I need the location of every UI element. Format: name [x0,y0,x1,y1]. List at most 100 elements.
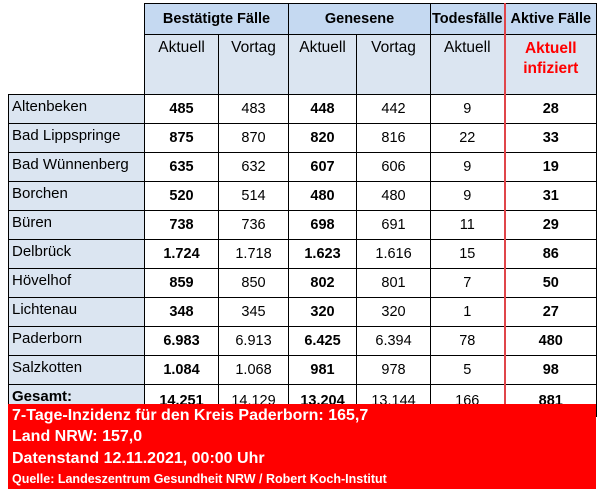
cell-recovered-previous: 801 [356,268,432,298]
cell-deaths: 78 [430,326,506,356]
cell-recovered-previous: 480 [356,181,432,211]
footer-source: Quelle: Landeszentrum Gesundheit NRW / R… [12,472,387,486]
subheader-recovered-current: Aktuell [288,34,358,95]
table-body: Altenbeken 485 483 448 442 9 28 Bad Lippspringe… [8,94,598,385]
cell-confirmed-current: 738 [144,210,219,240]
cell-recovered-previous: 978 [356,355,432,385]
cell-deaths: 5 [430,355,506,385]
row-municipality: Bad Wünnenberg [8,152,145,182]
header-confirmed: Bestätigte Fälle [143,3,290,35]
subheader-confirmed-previous: Vortag [217,34,290,95]
cell-confirmed-current: 485 [144,94,219,124]
cell-confirmed-previous: 632 [217,152,290,182]
cell-recovered-current: 448 [288,94,358,124]
cell-deaths: 11 [430,210,506,240]
cell-active: 50 [504,268,598,298]
cell-confirmed-current: 348 [144,297,219,327]
footer-as-of: Datenstand 12.11.2021, 00:00 Uhr [12,450,265,467]
cell-confirmed-previous: 1.068 [217,355,290,385]
table-row: Lichtenau 348 345 320 320 1 27 [8,297,598,327]
cell-active: 98 [504,355,598,385]
cell-recovered-current: 820 [288,123,358,153]
row-municipality: Büren [8,210,145,240]
cell-recovered-current: 1.623 [288,239,358,269]
cell-confirmed-current: 635 [144,152,219,182]
cell-recovered-current: 698 [288,210,358,240]
header-recovered: Genesene [288,3,432,35]
cell-deaths: 22 [430,123,506,153]
cell-recovered-previous: 1.616 [356,239,432,269]
cell-recovered-current: 802 [288,268,358,298]
cell-active: 29 [504,210,598,240]
cell-confirmed-current: 520 [144,181,219,211]
footer-incidence: 7-Tage-Inzidenz für den Kreis Paderborn:… [12,407,369,424]
cell-confirmed-current: 859 [144,268,219,298]
row-municipality: Borchen [8,181,145,211]
row-municipality: Paderborn [8,326,145,356]
table-row: Delbrück 1.724 1.718 1.623 1.616 15 86 [8,239,598,269]
footer-state: Land NRW: 157,0 [12,428,143,445]
cell-active: 480 [504,326,598,356]
row-municipality: Salzkotten [8,355,145,385]
cell-confirmed-previous: 6.913 [217,326,290,356]
cell-deaths: 9 [430,94,506,124]
cell-recovered-previous: 816 [356,123,432,153]
cell-deaths: 1 [430,297,506,327]
cell-active: 19 [504,152,598,182]
row-municipality: Lichtenau [8,297,145,327]
cell-recovered-previous: 691 [356,210,432,240]
cell-recovered-previous: 442 [356,94,432,124]
row-municipality: Delbrück [8,239,145,269]
cell-confirmed-current: 1.724 [144,239,219,269]
cell-active: 86 [504,239,598,269]
cell-confirmed-current: 6.983 [144,326,219,356]
cell-deaths: 15 [430,239,506,269]
group-header-row: Bestätigte Fälle Genesene Todesfälle Akt… [8,3,598,35]
covid-cases-table: Bestätigte Fälle Genesene Todesfälle Akt… [8,3,598,417]
header-deaths: Todesfälle [430,3,506,35]
table-row: Salzkotten 1.084 1.068 981 978 5 98 [8,355,598,385]
cell-active: 33 [504,123,598,153]
subheader-blank-cell [8,34,145,95]
cell-active: 31 [504,181,598,211]
cell-recovered-current: 480 [288,181,358,211]
table-row: Borchen 520 514 480 480 9 31 [8,181,598,211]
cell-confirmed-current: 1.084 [144,355,219,385]
row-municipality: Bad Lippspringe [8,123,145,153]
cell-confirmed-previous: 870 [217,123,290,153]
cell-active: 28 [504,94,598,124]
sub-header-row: Aktuell Vortag Aktuell Vortag Aktuell Ak… [8,34,598,95]
table-row: Hövelhof 859 850 802 801 7 50 [8,268,598,298]
cell-recovered-current: 320 [288,297,358,327]
header-active: Aktive Fälle [504,3,598,35]
subheader-deaths-current: Aktuell [430,34,506,95]
cell-recovered-previous: 320 [356,297,432,327]
cell-deaths: 9 [430,181,506,211]
subheader-recovered-previous: Vortag [356,34,432,95]
cell-active: 27 [504,297,598,327]
subheader-active-line1: Aktuell [524,40,577,57]
table-row: Paderborn 6.983 6.913 6.425 6.394 78 480 [8,326,598,356]
cell-confirmed-current: 875 [144,123,219,153]
cell-confirmed-previous: 345 [217,297,290,327]
cell-recovered-current: 981 [288,355,358,385]
row-municipality: Hövelhof [8,268,145,298]
row-municipality: Altenbeken [8,94,145,124]
cell-confirmed-previous: 514 [217,181,290,211]
cell-confirmed-previous: 1.718 [217,239,290,269]
subheader-active-line2: infiziert [523,60,579,77]
cell-recovered-previous: 606 [356,152,432,182]
header-blank-cell [8,3,145,35]
cell-recovered-previous: 6.394 [356,326,432,356]
cell-confirmed-previous: 736 [217,210,290,240]
table-row: Bad Wünnenberg 635 632 607 606 9 19 [8,152,598,182]
cell-confirmed-previous: 850 [217,268,290,298]
subheader-active-current: Aktuell infiziert [504,34,598,95]
table-row: Bad Lippspringe 875 870 820 816 22 33 [8,123,598,153]
cell-recovered-current: 607 [288,152,358,182]
cell-deaths: 9 [430,152,506,182]
footer-banner: 7-Tage-Inzidenz für den Kreis Paderborn:… [8,404,596,489]
cell-confirmed-previous: 483 [217,94,290,124]
cell-deaths: 7 [430,268,506,298]
table-row: Altenbeken 485 483 448 442 9 28 [8,94,598,124]
